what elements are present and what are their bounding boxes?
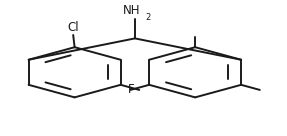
Text: NH: NH bbox=[123, 4, 141, 17]
Text: 2: 2 bbox=[145, 13, 150, 22]
Text: Cl: Cl bbox=[67, 21, 79, 34]
Text: F: F bbox=[128, 83, 135, 96]
